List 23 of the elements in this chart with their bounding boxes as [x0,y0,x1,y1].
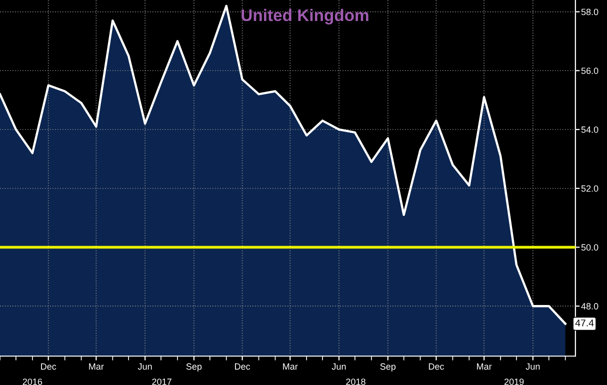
text: 2017 [152,378,172,385]
text: 2016 [22,378,42,385]
x-tick-label: Dec [41,363,56,370]
x-tick-label: Dec [428,363,444,370]
y-tick-label: 56.0 [581,68,598,74]
y-tick-label: 54.0 [581,126,598,133]
y-tick-label: 50.0 [581,244,598,251]
x-tick-label: Mar [89,363,104,370]
x-tick-label: Dec [235,363,250,370]
x-tick-label: Mar [477,363,492,370]
annotation: 47.4 [575,320,594,326]
text: 2019 [504,378,524,385]
y-tick-label: 52.0 [581,185,598,192]
x-tick-label: Jun [526,363,540,370]
x-tick-label: Sep [380,363,396,372]
y-tick-label: 48.0 [581,303,598,310]
text: 2018 [346,378,366,385]
x-tick-label: Mar [283,363,298,370]
x-tick-label: Sep [186,363,202,372]
y-tick-label: 58.0 [581,8,598,16]
text: United Kingdom [242,8,368,25]
x-tick-label: Jun [332,363,346,370]
x-tick-label: Jun [138,363,152,370]
